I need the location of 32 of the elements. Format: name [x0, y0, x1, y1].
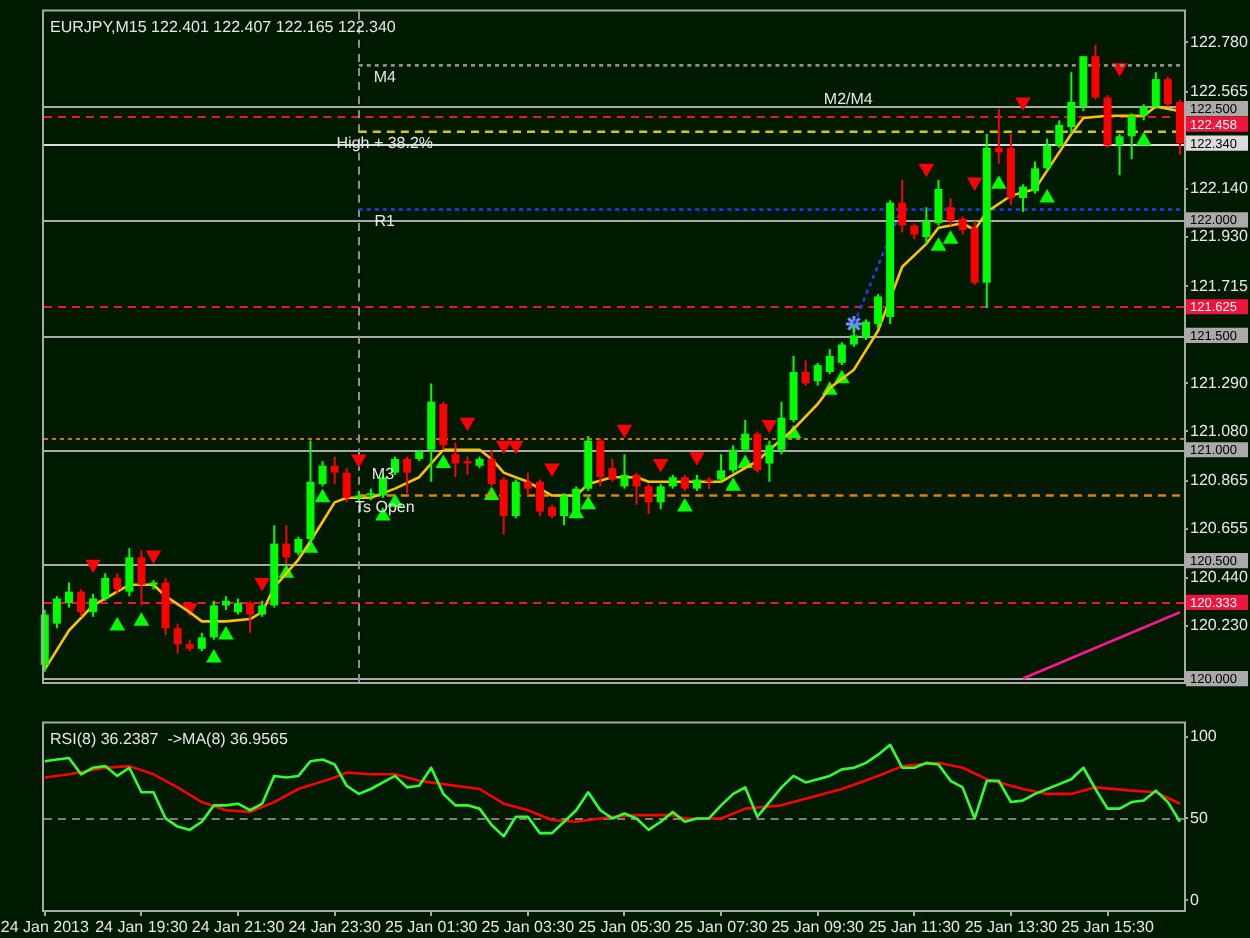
- x-tick-label: 24 Jan 19:30: [95, 918, 189, 937]
- x-tick-label: 24 Jan 2013: [0, 918, 90, 937]
- x-tick-label: 25 Jan 13:30: [964, 918, 1059, 937]
- y-tick-label: 0: [1190, 890, 1200, 909]
- series-label: M4: [373, 67, 397, 86]
- x-tick-label: 24 Jan 23:30: [288, 918, 382, 937]
- x-tick-label: 25 Jan 15:30: [1061, 918, 1155, 937]
- chart-title: RSI(8) 36.2387 ->MA(8) 36.9565: [50, 730, 290, 749]
- y-tick-label: 120.655: [1190, 519, 1249, 538]
- annotation: M3: [371, 465, 396, 484]
- y-tick-label: 121.080: [1190, 421, 1249, 440]
- y-tick-label: 121.290: [1190, 373, 1249, 392]
- y-tick-label: 50: [1190, 808, 1209, 827]
- y-tick-label: 121.930: [1190, 227, 1249, 246]
- y-tick-label: 122.565: [1190, 82, 1249, 101]
- x-tick-label: 25 Jan 01:30: [384, 918, 479, 937]
- y-tick-label: 120.230: [1190, 616, 1249, 635]
- x-tick-label: 24 Jan 21:30: [191, 918, 286, 937]
- y-tick-label: 100: [1190, 727, 1218, 746]
- x-tick-label: 25 Jan 09:30: [771, 918, 866, 937]
- x-tick-label: 25 Jan 07:30: [674, 918, 769, 937]
- y-tick-label: 120.865: [1190, 471, 1249, 490]
- annotation: M2/M4: [823, 90, 874, 109]
- x-tick-label: 25 Jan 03:30: [481, 918, 576, 937]
- y-tick-label: 122.780: [1190, 32, 1249, 51]
- x-tick-label: 25 Jan 05:30: [578, 918, 672, 937]
- x-tick-label: 25 Jan 11:30: [868, 918, 962, 937]
- y-tick-label: 120.440: [1190, 568, 1249, 587]
- series-label: Ts Open: [354, 497, 415, 516]
- y-tick-label: 121.715: [1190, 276, 1249, 295]
- chart-title: EURJPY,M15 122.401 122.407 122.165 122.340: [50, 18, 397, 37]
- y-tick-label: 122.140: [1190, 179, 1249, 198]
